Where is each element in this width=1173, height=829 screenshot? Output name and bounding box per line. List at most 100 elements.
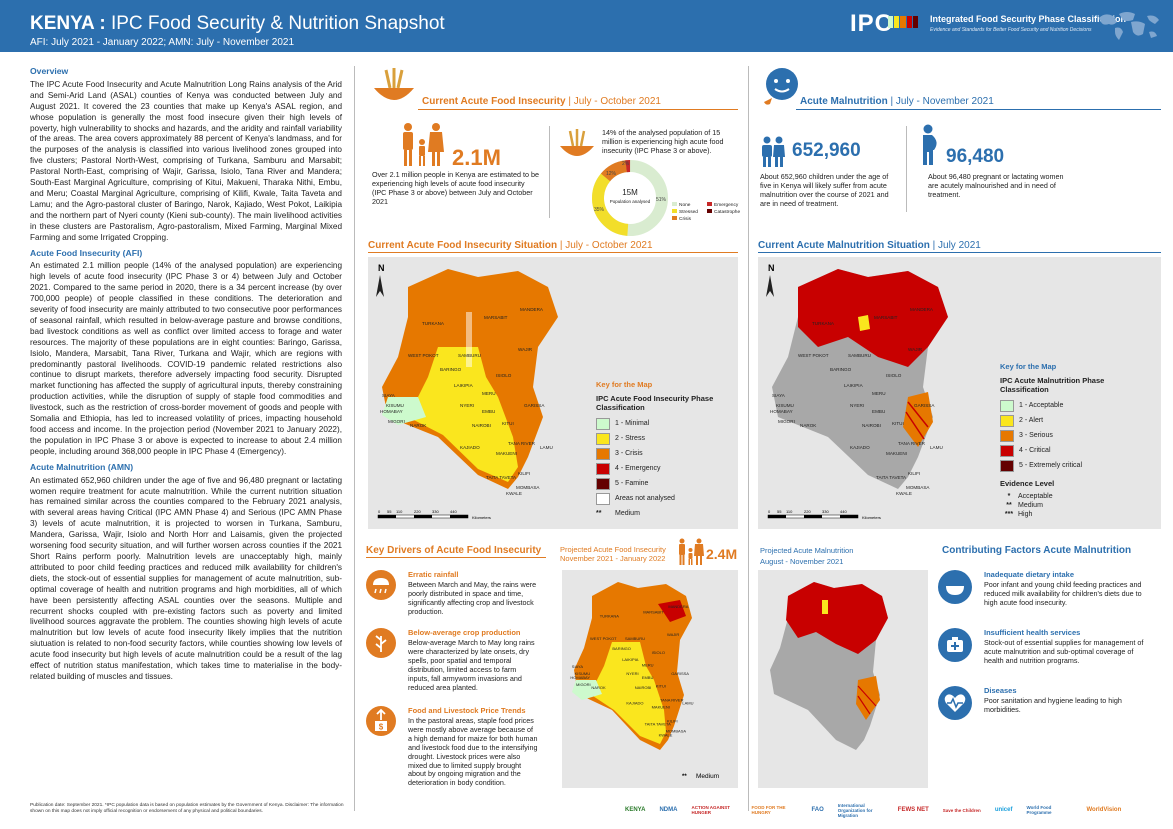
evidence-heading: Evidence Level [1000,479,1055,488]
map-county-label: KILIFI [908,471,920,476]
map-county-label: HOMABAY [380,409,403,414]
north-label: N [768,263,775,273]
map-county-label: TANA RIVER [898,441,926,446]
afi-legend-item: 2 - Stress [596,431,734,446]
map-county-label: NYERI [460,403,474,408]
afi-current-desc: Over 2.1 million people in Kenya are est… [372,170,540,206]
amn-hatching [905,401,929,440]
map-county-label: SIAYA [382,393,396,398]
factor-diet-title: Inadequate dietary intake [984,570,1075,579]
afi-legend-label: Areas not analysed [615,495,675,502]
crop-icon [366,628,396,658]
ipc-bar [912,16,918,28]
map-county-label: TURKANA [600,614,619,619]
map-county-label: TAITA TAVETA [645,721,672,726]
map-county-label: GARISSA [524,403,545,408]
map-county-label: WEST POKOT [798,353,829,358]
afi-heading: Acute Food Insecurity (AFI) [30,247,143,258]
afi-legend-label: 5 - Famine [615,480,649,487]
wheat-bowl-small-icon [560,129,594,156]
map-county-label: KILIFI [667,719,678,724]
ipc-bar [888,16,894,28]
women-number: 96,480 [946,146,1005,167]
afi-current-title: Current Acute Food Insecurity | July - O… [422,96,661,107]
projected-afi-title: Projected Acute Food Insecurity November… [560,545,666,563]
scale-tick-label: 55 [387,509,392,514]
map-county-label: NAIROBI [472,423,491,428]
amn-legend-swatch [1000,444,1014,457]
amn-legend-swatch [1000,429,1014,442]
partner-logo: FAO [811,807,824,813]
page-subtitle: AFI: July 2021 - January 2022; AMN: July… [30,37,295,48]
partner-logo: FOOD FOR THE HUNGRY [751,805,786,815]
map-county-label: TAITA TAVETA [876,475,907,480]
scale-tick-label: 330 [822,509,829,514]
map-county-label: NYERI [850,403,864,408]
scale-tick-label: 0 [378,509,381,514]
factor-health-title: Insufficient health services [984,628,1081,637]
drivers-rule [366,557,546,558]
scale-unit-label: Kilometers [472,515,491,520]
afi-legend-item: 4 - Emergency [596,461,734,476]
map-county-label: EMBU [482,409,495,414]
partner-logo: NDMA [659,807,678,813]
overview-text: The IPC Acute Food Insecurity and Acute … [30,79,342,242]
map-county-label: LAMU [682,700,693,705]
afi-legend-swatch [596,462,610,475]
map-county-label: ISIOLO [496,373,512,378]
afi-legend-label: 3 - Crisis [615,450,643,457]
map-county-label: TAITA TAVETA [486,475,517,480]
map-county-label: KILIFI [518,471,530,476]
map-county-label: TURKANA [812,321,835,326]
afi-legend-swatch [596,492,610,505]
afi-text: An estimated 2.1 million people (14% of … [30,261,342,456]
family-icon [403,123,444,166]
proj-amn-phase4-region [786,582,888,654]
map-county-label: MERU [482,391,496,396]
map-county-label: NAIROBI [635,685,651,690]
partner-logo: International Organization for Migration [837,802,873,818]
map-county-label: BARINGO [612,646,630,651]
projected-amn-title: Projected Acute Malnutrition August - No… [760,546,854,566]
amn-current-title: Acute Malnutrition | July - November 202… [800,96,994,107]
evidence-label: High [1018,511,1033,518]
afi-legend-label: 2 - Stress [615,435,645,442]
map-county-label: LAIKIPIA [844,383,864,388]
map-county-label: MAKUENI [496,451,517,456]
scale-unit-label: Kilometers [862,515,881,520]
amn-current-map: N TURKANA MARSABIT MANDERA WAJIR WEST POKOT S… [766,263,948,520]
footer-disclaimer: Publication date: September 2021. *IPC p… [30,803,344,814]
map-county-label: MOMBASA [666,728,687,733]
map-county-label: WEST POKOT [590,636,617,641]
afi-legend-label: 1 - Minimal [615,420,650,427]
drivers-title: Key Drivers of Acute Food Insecurity [366,545,542,556]
amn-legend-label: 1 - Acceptable [1019,402,1064,409]
afi-legend-label: 4 - Emergency [615,465,661,472]
map-county-label: TANA RIVER [508,441,536,446]
page-title: KENYA : IPC Food Security & Nutrition Sn… [30,13,445,34]
factor-health-text: Stock-out of essential supplies for mana… [984,638,1144,665]
donut-caption: 14% of the analysed population of 15 mil… [602,128,724,155]
amn-phase4-region [798,269,948,367]
scale-tick-label: 330 [432,509,439,514]
scale-tick-label: 220 [804,509,811,514]
map-county-label: TURKANA [422,321,445,326]
map-county-label: MARSABIT [643,609,664,614]
map-county-label: WEST POKOT [408,353,439,358]
projected-medium-label: Medium [696,773,719,780]
map-county-label: MIGORI [576,682,591,687]
ipc-logo: IPC [850,10,894,37]
amn-legend-label: 3 - Serious [1019,432,1053,439]
women-desc: About 96,480 pregnant or lactating women… [928,172,1064,199]
amn-phase2-region [858,315,870,331]
north-arrow-icon [376,275,384,297]
proj-afi-phase4-region [658,600,686,622]
evidence-marker: * [1007,493,1011,500]
afi-map-rule [368,252,738,253]
map-county-label: KITUI [502,421,514,426]
map-county-label: MAKUENI [652,705,670,710]
amn-divider [906,126,907,212]
partner-logo: World Food Programme [1026,805,1052,815]
amn-legend-swatch [1000,399,1014,412]
overview-column: Overview The IPC Acute Food Insecurity a… [30,66,342,687]
